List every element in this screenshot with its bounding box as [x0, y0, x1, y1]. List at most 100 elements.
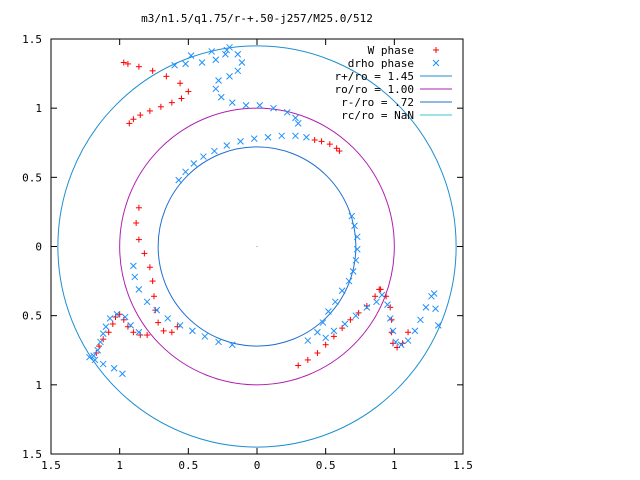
drho-phase-point	[217, 93, 225, 101]
drho-phase-point	[189, 327, 196, 335]
center-dot	[256, 246, 258, 247]
drho-phase-point	[338, 287, 346, 295]
drho-phase-point	[264, 133, 272, 141]
w-phase-point	[146, 264, 153, 271]
drho-phase-point	[94, 346, 102, 354]
drho-phase-point	[353, 245, 361, 253]
x-tick-label: 1	[116, 459, 123, 472]
drho-phase-point	[314, 328, 321, 336]
drho-phase-point	[294, 120, 302, 127]
drho-phase-point	[238, 59, 246, 66]
drho-phase-point	[348, 212, 356, 220]
drho-phase-point	[201, 333, 209, 340]
drho-phase-point	[292, 132, 299, 140]
drho-phase-point	[198, 59, 206, 66]
drho-phase-point	[99, 330, 107, 338]
w-phase-point	[295, 362, 302, 369]
y-tick-label: 0	[35, 241, 42, 254]
drho-phase-point	[378, 291, 386, 299]
drho-phase-point	[226, 72, 233, 80]
drho-phase-point	[135, 286, 143, 293]
drho-phase-point	[208, 48, 216, 55]
w-phase-point	[120, 59, 127, 66]
w-phase-point	[116, 311, 123, 318]
drho-phase-point	[90, 352, 97, 360]
drho-phase-point	[331, 298, 339, 306]
w-phase-point	[177, 80, 184, 87]
w-phase-point	[149, 67, 156, 74]
reference-circle	[57, 45, 457, 448]
drho-phase-point	[411, 327, 419, 335]
drho-phase-point	[341, 320, 349, 328]
drho-phase-point	[319, 319, 327, 326]
drho-phase-point	[211, 147, 218, 155]
w-phase-point	[126, 120, 133, 127]
drho-phase-point	[353, 233, 361, 241]
drho-phase-point	[153, 306, 161, 314]
drho-phase-point	[121, 313, 129, 321]
drho-phase-point	[352, 312, 360, 320]
drho-phase-point	[250, 135, 258, 142]
reference-circle	[157, 146, 357, 347]
w-phase-point	[185, 88, 192, 95]
drho-phase-point	[386, 315, 394, 322]
drho-phase-point	[97, 338, 104, 346]
drho-phase-point	[113, 310, 121, 318]
w-phase-point	[152, 307, 159, 314]
drho-phase-point	[200, 153, 207, 160]
w-phase-point	[135, 236, 142, 243]
w-phase-point	[311, 136, 318, 143]
x-tick-label: 1	[391, 459, 398, 472]
drho-phase-point	[384, 301, 391, 308]
drho-phase-point	[397, 341, 405, 349]
w-phase-point	[168, 99, 175, 106]
drho-phase-point	[325, 308, 332, 315]
drho-phase-point	[127, 321, 135, 329]
legend-label: drho phase	[348, 57, 414, 70]
legend-label: r-/ro = .72	[341, 96, 414, 109]
w-phase-point	[124, 60, 131, 67]
drho-phase-point	[143, 298, 151, 306]
w-phase-point	[363, 302, 370, 309]
drho-phase-point	[430, 290, 438, 297]
drho-phase-point	[175, 176, 183, 184]
w-phase-point	[137, 112, 144, 119]
drho-phase-point	[349, 268, 357, 275]
w-phase-point	[304, 356, 311, 363]
x-tick-label: 0	[254, 459, 261, 472]
drho-phase-point	[215, 77, 222, 84]
drho-phase-point	[417, 316, 424, 324]
w-phase-point	[151, 293, 157, 300]
w-phase-point	[135, 204, 142, 211]
drho-phase-point	[222, 50, 229, 58]
w-phase-point	[163, 73, 170, 80]
w-phase-point	[109, 320, 116, 327]
w-phase-point	[105, 329, 112, 336]
drho-phase-point	[91, 356, 99, 364]
drho-phase-point	[270, 104, 277, 112]
drho-phase-point	[330, 327, 338, 335]
drho-phase-point	[352, 256, 360, 264]
drho-phase-point	[110, 364, 118, 372]
drho-phase-point	[86, 353, 93, 361]
drho-phase-point	[389, 327, 397, 335]
drho-phase-point	[351, 222, 358, 230]
legend-label: r+/ro = 1.45	[335, 70, 414, 83]
w-phase-point	[130, 116, 137, 123]
drho-phase-point	[102, 323, 110, 331]
drho-phase-point	[212, 56, 220, 64]
y-tick-label: 0.5	[22, 310, 42, 323]
drho-phase-point	[363, 304, 371, 311]
w-phase-point	[133, 219, 140, 226]
y-tick-label: 1.5	[22, 33, 42, 46]
drho-phase-point	[283, 108, 291, 116]
drho-phase-point	[404, 337, 412, 344]
drho-phase-point	[392, 338, 400, 346]
drho-phase-point	[278, 132, 286, 140]
w-phase-point	[155, 319, 162, 326]
w-phase-point	[149, 278, 156, 285]
drho-phase-point	[119, 370, 126, 378]
legend-label: rc/ro = NaN	[341, 109, 414, 122]
